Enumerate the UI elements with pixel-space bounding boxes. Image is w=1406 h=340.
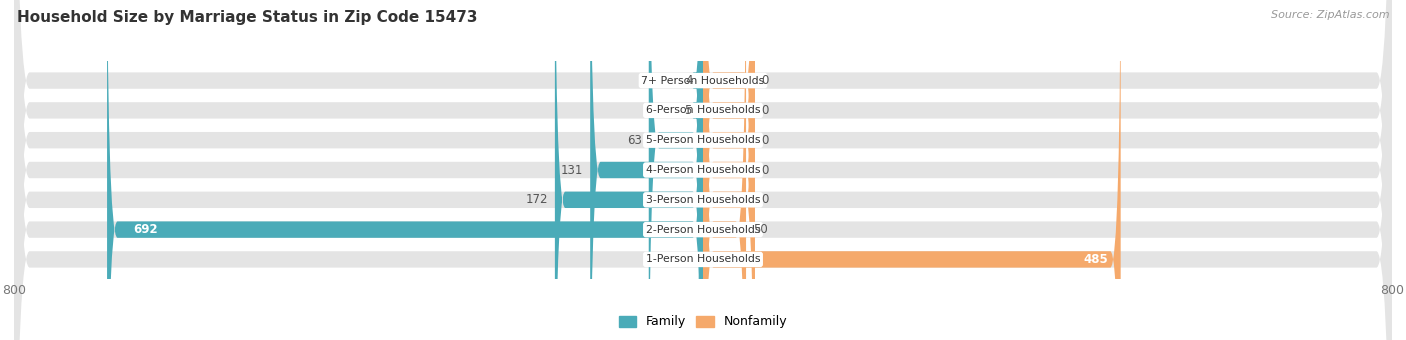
FancyBboxPatch shape — [703, 0, 755, 340]
FancyBboxPatch shape — [703, 0, 747, 340]
FancyBboxPatch shape — [693, 0, 710, 340]
Text: 0: 0 — [762, 193, 769, 206]
FancyBboxPatch shape — [703, 0, 755, 340]
FancyBboxPatch shape — [14, 0, 1392, 340]
Text: 5: 5 — [685, 104, 692, 117]
FancyBboxPatch shape — [703, 0, 1121, 340]
FancyBboxPatch shape — [14, 0, 1392, 340]
Text: 2-Person Households: 2-Person Households — [645, 225, 761, 235]
Text: 0: 0 — [762, 104, 769, 117]
FancyBboxPatch shape — [14, 0, 1392, 340]
FancyBboxPatch shape — [107, 0, 703, 340]
FancyBboxPatch shape — [14, 0, 1392, 340]
Text: 172: 172 — [526, 193, 548, 206]
Text: 7+ Person Households: 7+ Person Households — [641, 75, 765, 86]
Text: 0: 0 — [762, 134, 769, 147]
FancyBboxPatch shape — [703, 0, 755, 340]
FancyBboxPatch shape — [693, 0, 709, 340]
FancyBboxPatch shape — [14, 0, 1392, 340]
FancyBboxPatch shape — [555, 0, 703, 340]
Text: 63: 63 — [627, 134, 643, 147]
Text: 0: 0 — [762, 74, 769, 87]
FancyBboxPatch shape — [591, 0, 703, 340]
Text: 4-Person Households: 4-Person Households — [645, 165, 761, 175]
FancyBboxPatch shape — [14, 0, 1392, 340]
Text: Source: ZipAtlas.com: Source: ZipAtlas.com — [1271, 10, 1389, 20]
Text: 6-Person Households: 6-Person Households — [645, 105, 761, 115]
FancyBboxPatch shape — [703, 0, 755, 340]
Text: 692: 692 — [134, 223, 157, 236]
FancyBboxPatch shape — [14, 0, 1392, 340]
Text: 485: 485 — [1083, 253, 1108, 266]
Legend: Family, Nonfamily: Family, Nonfamily — [613, 310, 793, 334]
Text: 5-Person Households: 5-Person Households — [645, 135, 761, 145]
Text: 4: 4 — [685, 74, 693, 87]
Text: 3-Person Households: 3-Person Households — [645, 195, 761, 205]
Text: 50: 50 — [754, 223, 768, 236]
Text: 131: 131 — [561, 164, 583, 176]
Text: Household Size by Marriage Status in Zip Code 15473: Household Size by Marriage Status in Zip… — [17, 10, 478, 25]
FancyBboxPatch shape — [648, 0, 703, 340]
Text: 1-Person Households: 1-Person Households — [645, 254, 761, 265]
Text: 0: 0 — [762, 164, 769, 176]
FancyBboxPatch shape — [703, 0, 755, 340]
